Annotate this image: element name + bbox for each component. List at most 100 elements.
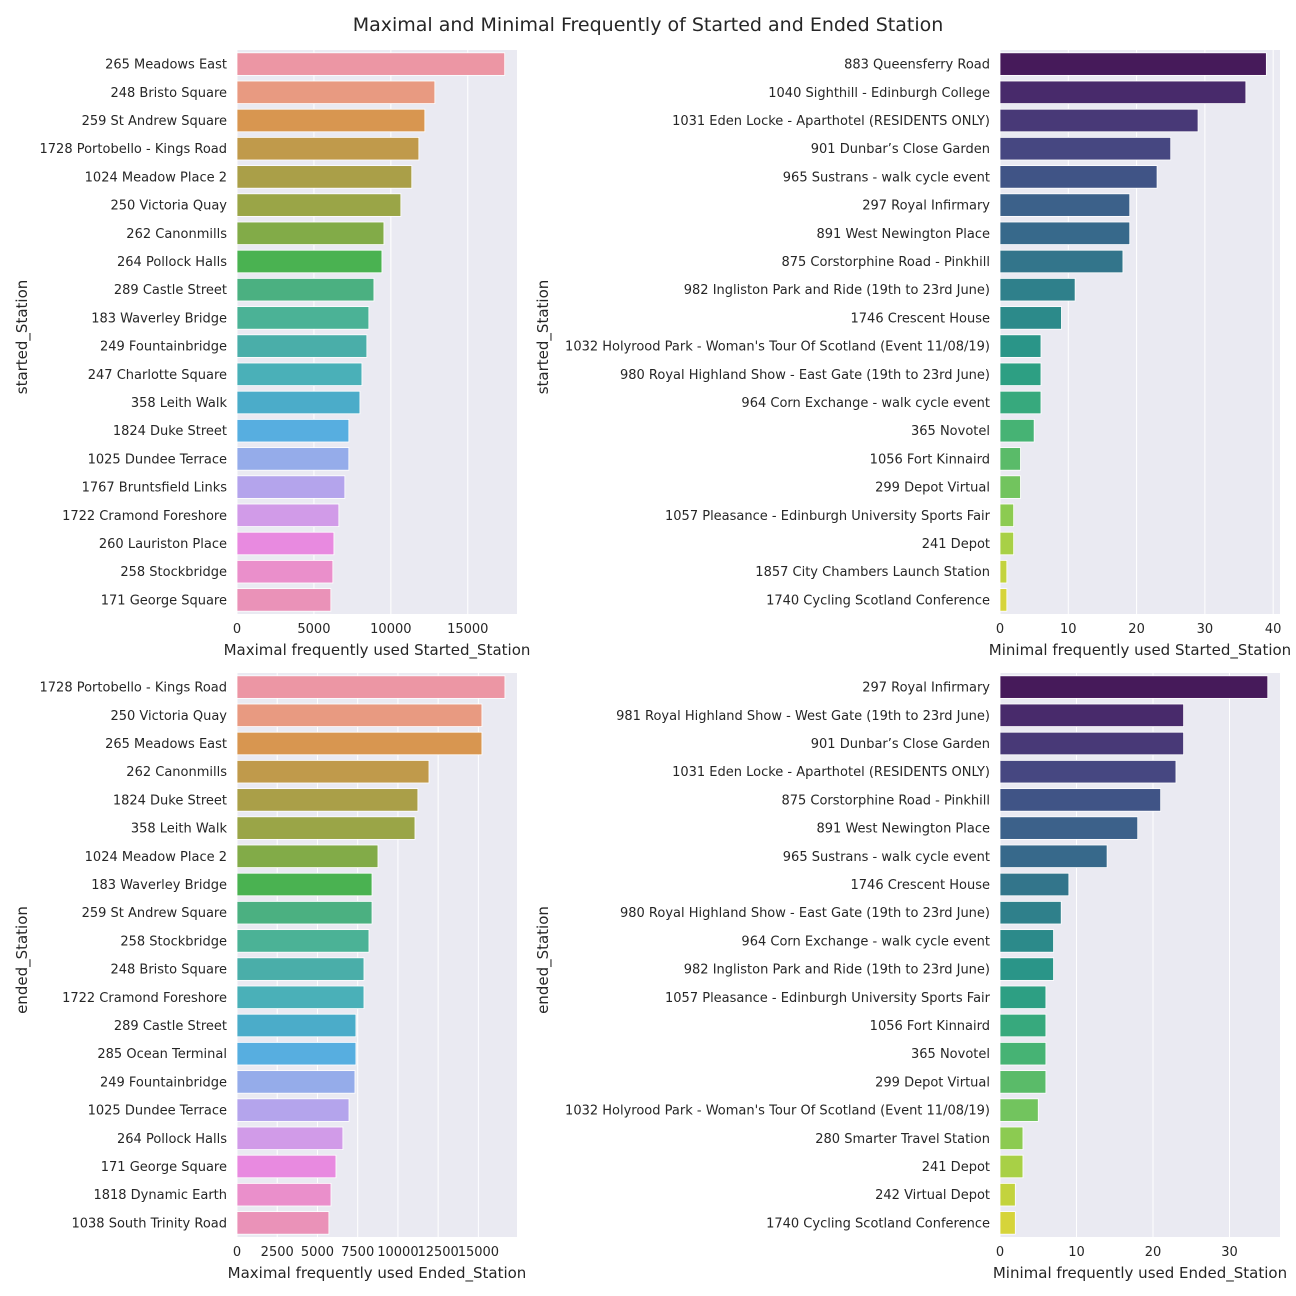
bar: [999, 901, 1062, 925]
y-tick-label: 262 Canonmills: [126, 227, 227, 242]
y-tick-label: 1728 Portobello - Kings Road: [40, 142, 227, 157]
bar: [236, 1070, 356, 1094]
x-tick-label: 10: [1068, 1245, 1085, 1260]
bar: [236, 475, 346, 499]
bar: [236, 844, 379, 868]
y-tick-label: 1032 Holyrood Park - Woman's Tour Of Sco…: [565, 1104, 990, 1119]
y-tick-label: 265 Meadows East: [105, 58, 227, 73]
y-tick-label: 299 Depot Virtual: [875, 481, 990, 496]
x-axis-label: Minimal frequently used Started_Station: [989, 641, 1291, 660]
bar: [236, 1098, 350, 1122]
y-tick-label: 1818 Dynamic Earth: [93, 1188, 227, 1203]
y-tick-label: 260 Lauriston Place: [99, 537, 227, 552]
y-tick-label: 891 West Newington Place: [817, 227, 990, 242]
bar: [236, 165, 413, 189]
bar: [999, 1183, 1016, 1207]
y-tick-label: 875 Corstorphine Road - Pinkhill: [781, 793, 990, 808]
bar: [999, 588, 1008, 612]
bar: [236, 1126, 344, 1150]
y-tick-label: 1031 Eden Locke - Aparthotel (RESIDENTS …: [672, 114, 990, 129]
x-tick-label: 0: [233, 1245, 241, 1260]
y-tick-label: 965 Sustrans - walk cycle event: [783, 170, 990, 185]
y-tick-label: 241 Depot: [922, 537, 990, 552]
y-tick-label: 1057 Pleasance - Edinburgh University Sp…: [665, 991, 991, 1006]
y-tick-label: 242 Virtual Depot: [875, 1188, 990, 1203]
bar: [236, 108, 426, 133]
y-tick-label: 981 Royal Highland Show - West Gate (19t…: [616, 709, 990, 724]
bar: [999, 1070, 1047, 1094]
bar: [999, 137, 1172, 161]
x-axis-label: Maximal frequently used Ended_Station: [228, 1264, 527, 1283]
bar: [236, 788, 419, 812]
y-tick-label: 1824 Duke Street: [113, 424, 227, 439]
y-tick-label: 171 George Square: [101, 1160, 227, 1175]
x-tick-label: 5000: [297, 622, 330, 637]
y-tick-label: 1857 City Chambers Launch Station: [755, 565, 990, 580]
y-tick-label: 901 Dunbar’s Close Garden: [811, 737, 990, 752]
y-tick-label: 980 Royal Highland Show - East Gate (19t…: [620, 906, 990, 921]
y-tick-label: 875 Corstorphine Road - Pinkhill: [781, 255, 990, 270]
bar: [236, 872, 373, 897]
bar: [236, 731, 483, 756]
bar: [236, 278, 375, 302]
y-tick-label: 1032 Holyrood Park - Woman's Tour Of Sco…: [565, 340, 990, 355]
bar: [999, 80, 1247, 104]
bar: [999, 306, 1062, 330]
bar: [999, 760, 1177, 784]
y-tick-label: 982 Ingliston Park and Ride (19th to 23r…: [684, 963, 990, 978]
y-tick-label: 249 Fountainbridge: [100, 1075, 227, 1090]
bar: [236, 1211, 330, 1235]
x-tick-label: 20: [1145, 1245, 1162, 1260]
axes-background: [1000, 673, 1280, 1237]
bar: [999, 1211, 1016, 1235]
y-tick-label: 1056 Fort Kinnaird: [870, 452, 990, 467]
y-tick-label: 1740 Cycling Scotland Conference: [766, 593, 990, 608]
y-tick-label: 264 Pollock Halls: [117, 1132, 227, 1147]
y-tick-label: 1025 Dundee Terrace: [88, 1104, 227, 1119]
x-tick-label: 0: [996, 1245, 1004, 1260]
y-tick-label: 982 Ingliston Park and Ride (19th to 23r…: [684, 283, 990, 298]
figure-title: Maximal and Minimal Frequently of Starte…: [353, 14, 944, 36]
bar: [999, 503, 1015, 527]
x-axis-label: Maximal frequently used Started_Station: [224, 641, 531, 660]
bar: [999, 221, 1131, 245]
y-tick-label: 289 Castle Street: [114, 283, 227, 298]
y-tick-label: 1722 Cramond Foreshore: [62, 509, 227, 524]
y-tick-label: 1740 Cycling Scotland Conference: [766, 1216, 990, 1231]
bar: [236, 419, 350, 443]
y-tick-label: 265 Meadows East: [105, 737, 227, 752]
bar: [236, 1183, 332, 1207]
y-tick-label: 280 Smarter Travel Station: [815, 1132, 990, 1147]
y-tick-label: 285 Ocean Terminal: [97, 1047, 227, 1062]
bar: [236, 390, 361, 415]
bar: [999, 788, 1162, 812]
bar: [236, 447, 350, 471]
y-tick-label: 241 Depot: [922, 1160, 990, 1175]
y-tick-label: 1746 Crescent House: [851, 878, 990, 893]
y-tick-label: 248 Bristo Square: [110, 963, 227, 978]
bar: [999, 957, 1054, 981]
y-tick-label: 365 Novotel: [911, 1047, 990, 1062]
y-tick-label: 1057 Pleasance - Edinburgh University Sp…: [665, 509, 991, 524]
bar: [236, 193, 402, 217]
bar: [236, 137, 420, 161]
bar: [999, 362, 1042, 386]
x-tick-label: 0: [233, 622, 241, 637]
y-tick-label: 258 Stockbridge: [120, 934, 227, 949]
bar: [236, 221, 385, 245]
y-tick-label: 1025 Dundee Terrace: [88, 452, 227, 467]
y-tick-label: 883 Queensferry Road: [844, 58, 990, 73]
bar: [999, 675, 1269, 699]
y-tick-label: 965 Sustrans - walk cycle event: [783, 850, 990, 865]
y-tick-label: 171 George Square: [101, 593, 227, 608]
bar: [236, 80, 436, 104]
y-tick-label: 183 Waverley Bridge: [91, 311, 227, 326]
bar: [999, 929, 1054, 953]
bar: [236, 560, 334, 584]
bar: [999, 844, 1108, 868]
bar: [999, 419, 1035, 443]
bar: [999, 193, 1131, 217]
y-tick-label: 183 Waverley Bridge: [91, 878, 227, 893]
x-tick-label: 12500: [417, 1245, 458, 1260]
